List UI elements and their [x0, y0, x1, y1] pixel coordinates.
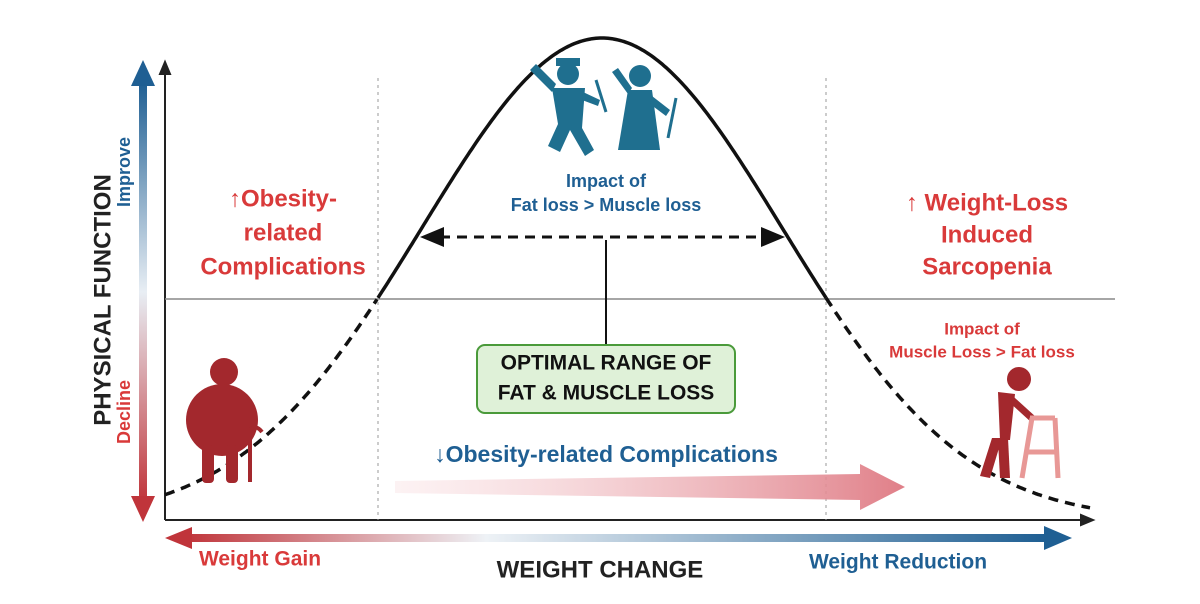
sarcopenia-label: Sarcopenia — [922, 253, 1052, 280]
curve-tail — [164, 298, 379, 497]
left-complications: related — [244, 219, 323, 246]
obese-person-icon — [186, 358, 264, 483]
optimal-label: OPTIMAL RANGE OF — [501, 352, 712, 375]
range-arrow — [420, 227, 785, 345]
curve-tail — [824, 296, 1091, 510]
vertical-arrow — [131, 60, 155, 522]
optimal-box — [476, 344, 736, 414]
left-complications: ↑Obesity- — [229, 185, 337, 212]
axes — [158, 59, 1096, 527]
sarcopenia-label: Induced — [941, 221, 1033, 248]
left-complications: Complications — [200, 253, 365, 280]
benefit-label: ↓Obesity-related Complications — [434, 441, 778, 467]
y-axis-label: PHYSICAL FUNCTION — [89, 174, 116, 426]
walker-person-icon — [980, 367, 1061, 479]
x-axis-label: WEIGHT CHANGE — [497, 556, 704, 583]
sarcopenia-label: ↑ Weight-Loss — [906, 189, 1068, 216]
weight-gain-label: Weight Gain — [199, 548, 321, 571]
optimal-label: FAT & MUSCLE LOSS — [498, 382, 715, 405]
curve — [376, 36, 828, 299]
decline-label: Decline — [114, 380, 134, 444]
muscle-loss-impact: Muscle Loss > Fat loss — [889, 342, 1075, 361]
fat-loss-impact: Fat loss > Muscle loss — [511, 195, 702, 215]
dancing-people-icon — [530, 58, 678, 156]
improve-label: Improve — [114, 137, 134, 207]
muscle-loss-impact: Impact of — [944, 319, 1020, 338]
weight-reduction-label: Weight Reduction — [809, 551, 987, 574]
horizontal-arrow — [165, 526, 1072, 550]
fat-loss-impact: Impact of — [566, 171, 647, 191]
progress-arrow — [395, 464, 905, 510]
